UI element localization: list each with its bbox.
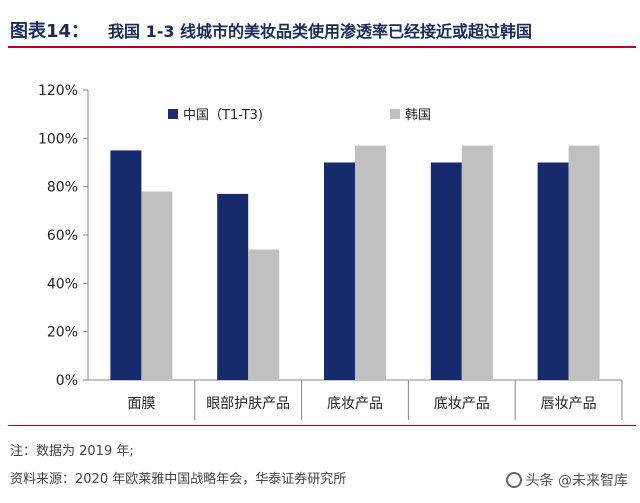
y-tick-label: 60% [47, 228, 78, 244]
figure-title: 我国 1-3 线城市的美妆品类使用渗透率已经接近或超过韩国 [108, 22, 533, 41]
y-tick-label: 0% [56, 373, 78, 389]
bar [217, 193, 249, 380]
y-tick-label: 120% [38, 83, 78, 99]
chart-note: 注：数据为 2019 年; [10, 444, 134, 459]
bar [568, 145, 600, 380]
bar [430, 162, 462, 380]
watermark-logo-icon [505, 472, 522, 488]
chart-source: 资料来源：2020 年欧莱雅中国战略年会，华泰证券研究所 [10, 472, 347, 487]
bar [537, 162, 569, 380]
bar [248, 249, 280, 380]
y-tick-label: 40% [47, 276, 78, 292]
header-divider [8, 46, 636, 48]
figure-header: 图表14： 我国 1-3 线城市的美妆品类使用渗透率已经接近或超过韩国 [0, 0, 640, 52]
watermark: 头条 @未来智库 [505, 470, 628, 490]
category-label: 面膜 [127, 396, 155, 412]
legend-swatch [390, 109, 400, 119]
bar [110, 150, 142, 380]
bar [324, 162, 355, 380]
bar [461, 145, 493, 380]
bar-chart: 0% 20% 40% 60% 80% 100% 120% 面膜 眼部护肤产品 底妆产品 底妆产品 唇妆… [38, 83, 623, 420]
legend-label: 中国（T1-T3) [183, 108, 263, 123]
category-label: 眼部护肤产品 [206, 396, 290, 412]
watermark-text: 头条 @未来智库 [525, 473, 628, 489]
legend-swatch [168, 109, 178, 119]
legend-label: 韩国 [405, 108, 431, 123]
category-label: 唇妆产品 [541, 396, 597, 412]
y-tick-label: 80% [47, 180, 78, 196]
category-label: 底妆产品 [434, 396, 490, 412]
figure-label: 图表14： [10, 21, 90, 42]
category-label: 底妆产品 [327, 396, 383, 412]
y-tick-label: 20% [47, 325, 78, 341]
bar [355, 145, 386, 380]
bar [141, 191, 173, 380]
footer-divider [8, 425, 636, 426]
y-tick-label: 100% [38, 131, 78, 147]
